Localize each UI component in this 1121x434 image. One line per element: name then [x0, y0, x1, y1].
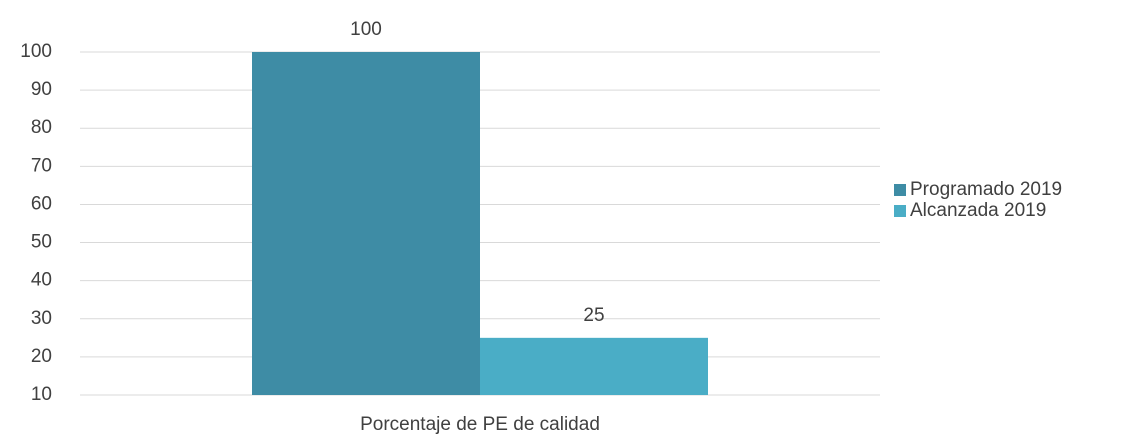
x-tick-label: Porcentaje de PE de calidad — [360, 414, 600, 434]
y-tick-label: 10 — [31, 384, 52, 405]
y-tick-label: 40 — [31, 270, 52, 291]
data-label: 25 — [583, 305, 604, 326]
bar — [480, 337, 708, 395]
legend-label: Alcanzada 2019 — [910, 200, 1046, 221]
y-tick-label: 30 — [31, 308, 52, 329]
y-tick-label: 60 — [31, 193, 52, 214]
data-label: 100 — [350, 19, 382, 40]
y-tick-label: 90 — [31, 79, 52, 100]
legend-swatch — [894, 205, 906, 217]
y-tick-label: 20 — [31, 346, 52, 367]
y-tick-label: 70 — [31, 155, 52, 176]
legend-swatch — [894, 184, 906, 196]
bar — [252, 52, 480, 395]
y-tick-label: 80 — [31, 117, 52, 138]
legend-label: Programado 2019 — [910, 179, 1062, 200]
y-tick-label: 50 — [31, 232, 52, 253]
y-tick-label: 100 — [20, 41, 52, 62]
